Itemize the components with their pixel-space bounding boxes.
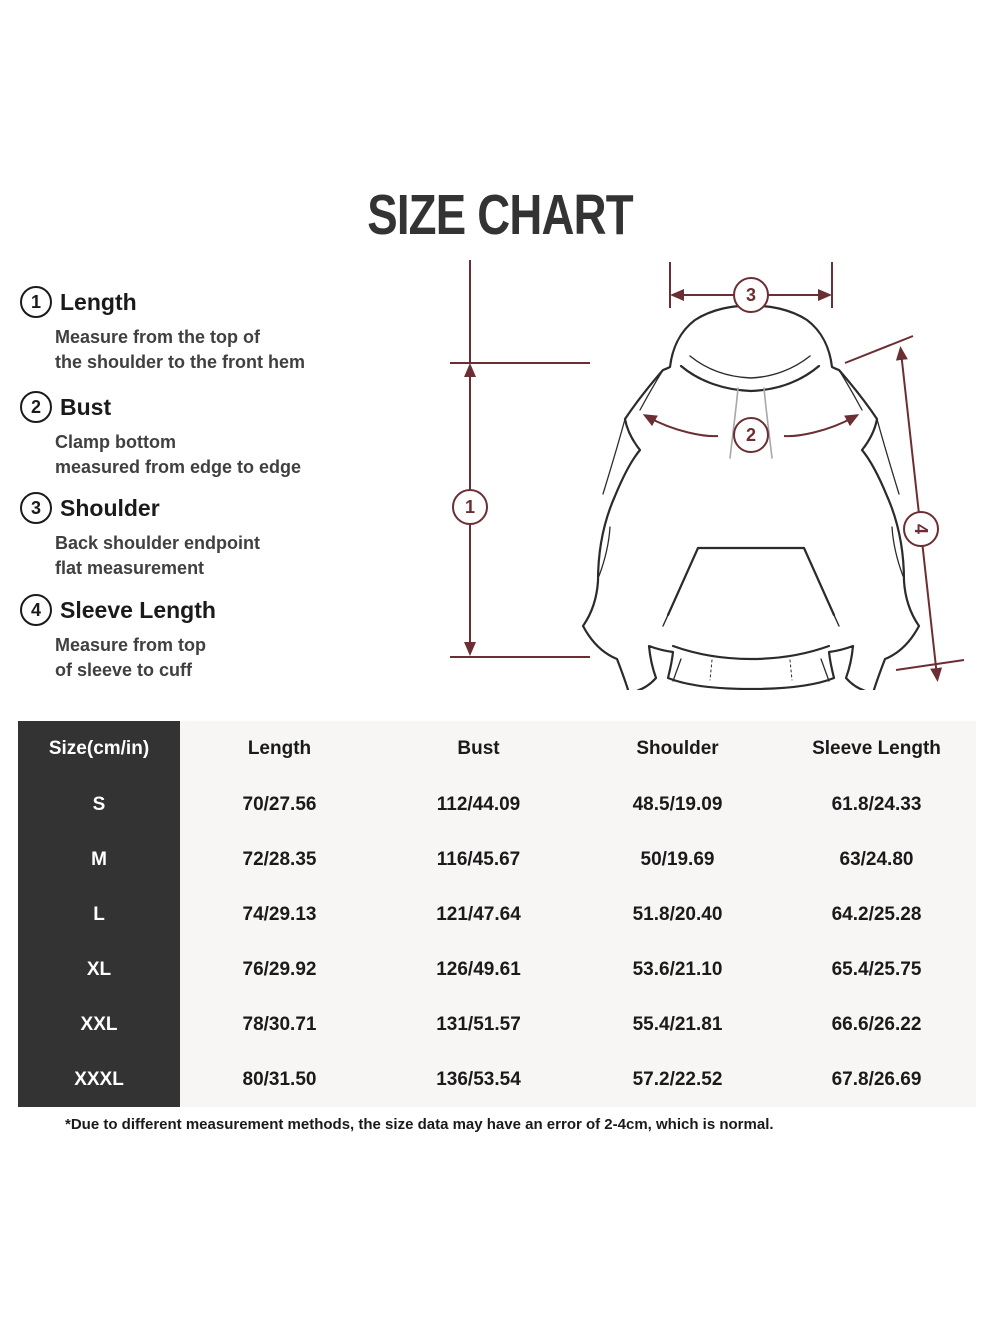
svg-text:2: 2 xyxy=(746,425,756,445)
svg-text:3: 3 xyxy=(746,285,756,305)
svg-text:1: 1 xyxy=(465,497,475,517)
svg-text:4: 4 xyxy=(911,524,931,534)
